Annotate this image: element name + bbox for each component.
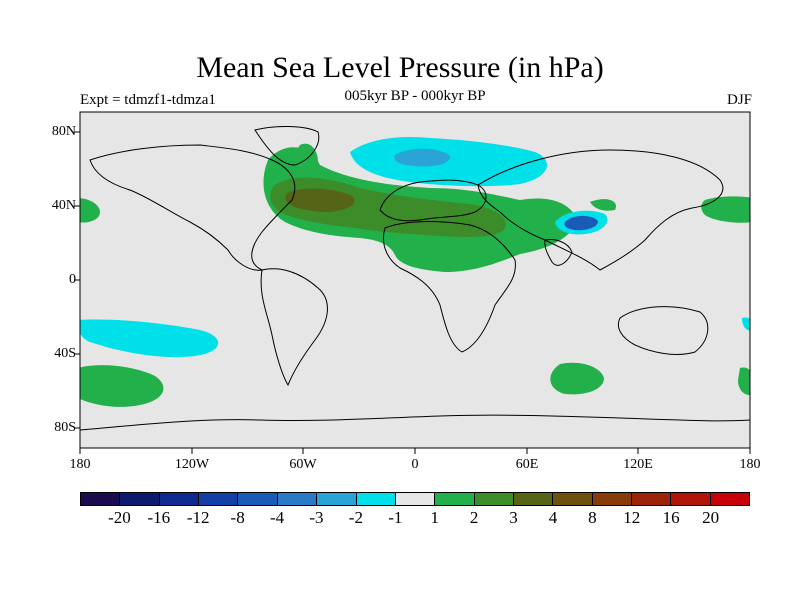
lon-tick-60e: 60E	[515, 457, 539, 472]
lat-tick-80s: 80S	[54, 420, 76, 435]
lat-tick-0: 0	[69, 272, 76, 287]
lon-tick-180e: 180	[739, 457, 761, 472]
experiment-label: Expt = tdmzf1-tdmza1	[80, 92, 216, 108]
colorbar-swatch	[317, 493, 357, 505]
colorbar-swatch	[395, 493, 436, 505]
north-america-coast	[89, 144, 296, 271]
colorbar-swatch	[238, 493, 278, 505]
colorbar-label: -12	[186, 508, 210, 527]
colorbar-swatch	[435, 493, 475, 505]
strong-anomaly-atlantic	[285, 188, 355, 212]
colorbar-swatch	[671, 493, 711, 505]
colorbar-label: -1	[388, 508, 403, 527]
lat-tick-40n: 40N	[51, 198, 76, 213]
lon-tick-180w: 180	[69, 457, 91, 472]
positive-anomaly-npacific-west	[80, 198, 100, 223]
colorbar-label: -4	[269, 508, 285, 527]
positive-anomaly-asia	[590, 199, 616, 211]
india-coast	[544, 239, 573, 266]
africa-coast	[383, 221, 516, 353]
colorbar-swatch	[277, 493, 318, 505]
colorbar-label: 12	[623, 508, 641, 527]
colorbar-label: -2	[348, 508, 363, 527]
colorbar-label: -3	[309, 508, 324, 527]
colorbar-swatch	[474, 493, 514, 505]
season-label: DJF	[726, 92, 752, 108]
lon-tick-120e: 120E	[623, 457, 653, 472]
lat-tick-80n: 80N	[51, 124, 76, 139]
colorbar-label: 1	[430, 508, 439, 527]
colorbar-label: -16	[147, 508, 171, 527]
lon-tick-120w: 120W	[174, 457, 210, 472]
axis-ticks	[74, 131, 751, 454]
negative-anomaly-spacific-east	[742, 317, 750, 331]
asia-coast	[477, 149, 724, 271]
colorbar-swatch	[513, 493, 554, 505]
positive-anomaly-southern-atlantic	[550, 362, 604, 395]
period-subtitle: 005kyr BP - 000kyr BP	[344, 88, 486, 104]
coastlines	[80, 125, 750, 431]
colorbar-swatch	[632, 493, 672, 505]
colorbar-label: 3	[509, 508, 518, 527]
lat-tick-40s: 40S	[54, 346, 76, 361]
lon-tick-60w: 60W	[289, 457, 317, 472]
colorbar-label: 2	[469, 508, 479, 527]
positive-anomaly-southern-indian	[738, 367, 750, 396]
negative-anomaly-spacific	[80, 319, 219, 358]
positive-anomaly-npacific-east	[701, 196, 750, 223]
colorbar-swatch	[553, 493, 593, 505]
colorbar-label: 16	[662, 508, 680, 527]
map-title: Mean Sea Level Pressure (in hPa)	[196, 51, 604, 84]
greenland-coast	[254, 125, 320, 166]
colorbar-label: 8	[588, 508, 597, 527]
antarctica-coast	[80, 414, 750, 431]
colorbar-swatch	[120, 493, 160, 505]
colorbar-label: -8	[230, 508, 245, 527]
colorbar-swatch	[159, 493, 200, 505]
lon-tick-0: 0	[411, 457, 419, 472]
colorbar-swatch	[199, 493, 239, 505]
australia-coast	[617, 306, 709, 355]
europe-coast	[379, 179, 487, 222]
colorbar-swatch	[592, 493, 633, 505]
colorbar-label: 20	[702, 508, 720, 527]
positive-anomaly-canada	[297, 143, 318, 170]
colorbar	[80, 492, 750, 506]
strong-negative-tibet	[564, 215, 598, 231]
south-america-coast	[260, 268, 328, 387]
colorbar-swatch	[356, 493, 396, 505]
colorbar-swatch	[81, 493, 121, 505]
colorbar-swatch	[710, 493, 750, 505]
colorbar-label: 4	[548, 508, 558, 527]
moderate-negative-eurasia	[394, 148, 451, 167]
colorbar-label: -20	[108, 508, 131, 527]
positive-anomaly-southern-ocean	[80, 365, 164, 407]
